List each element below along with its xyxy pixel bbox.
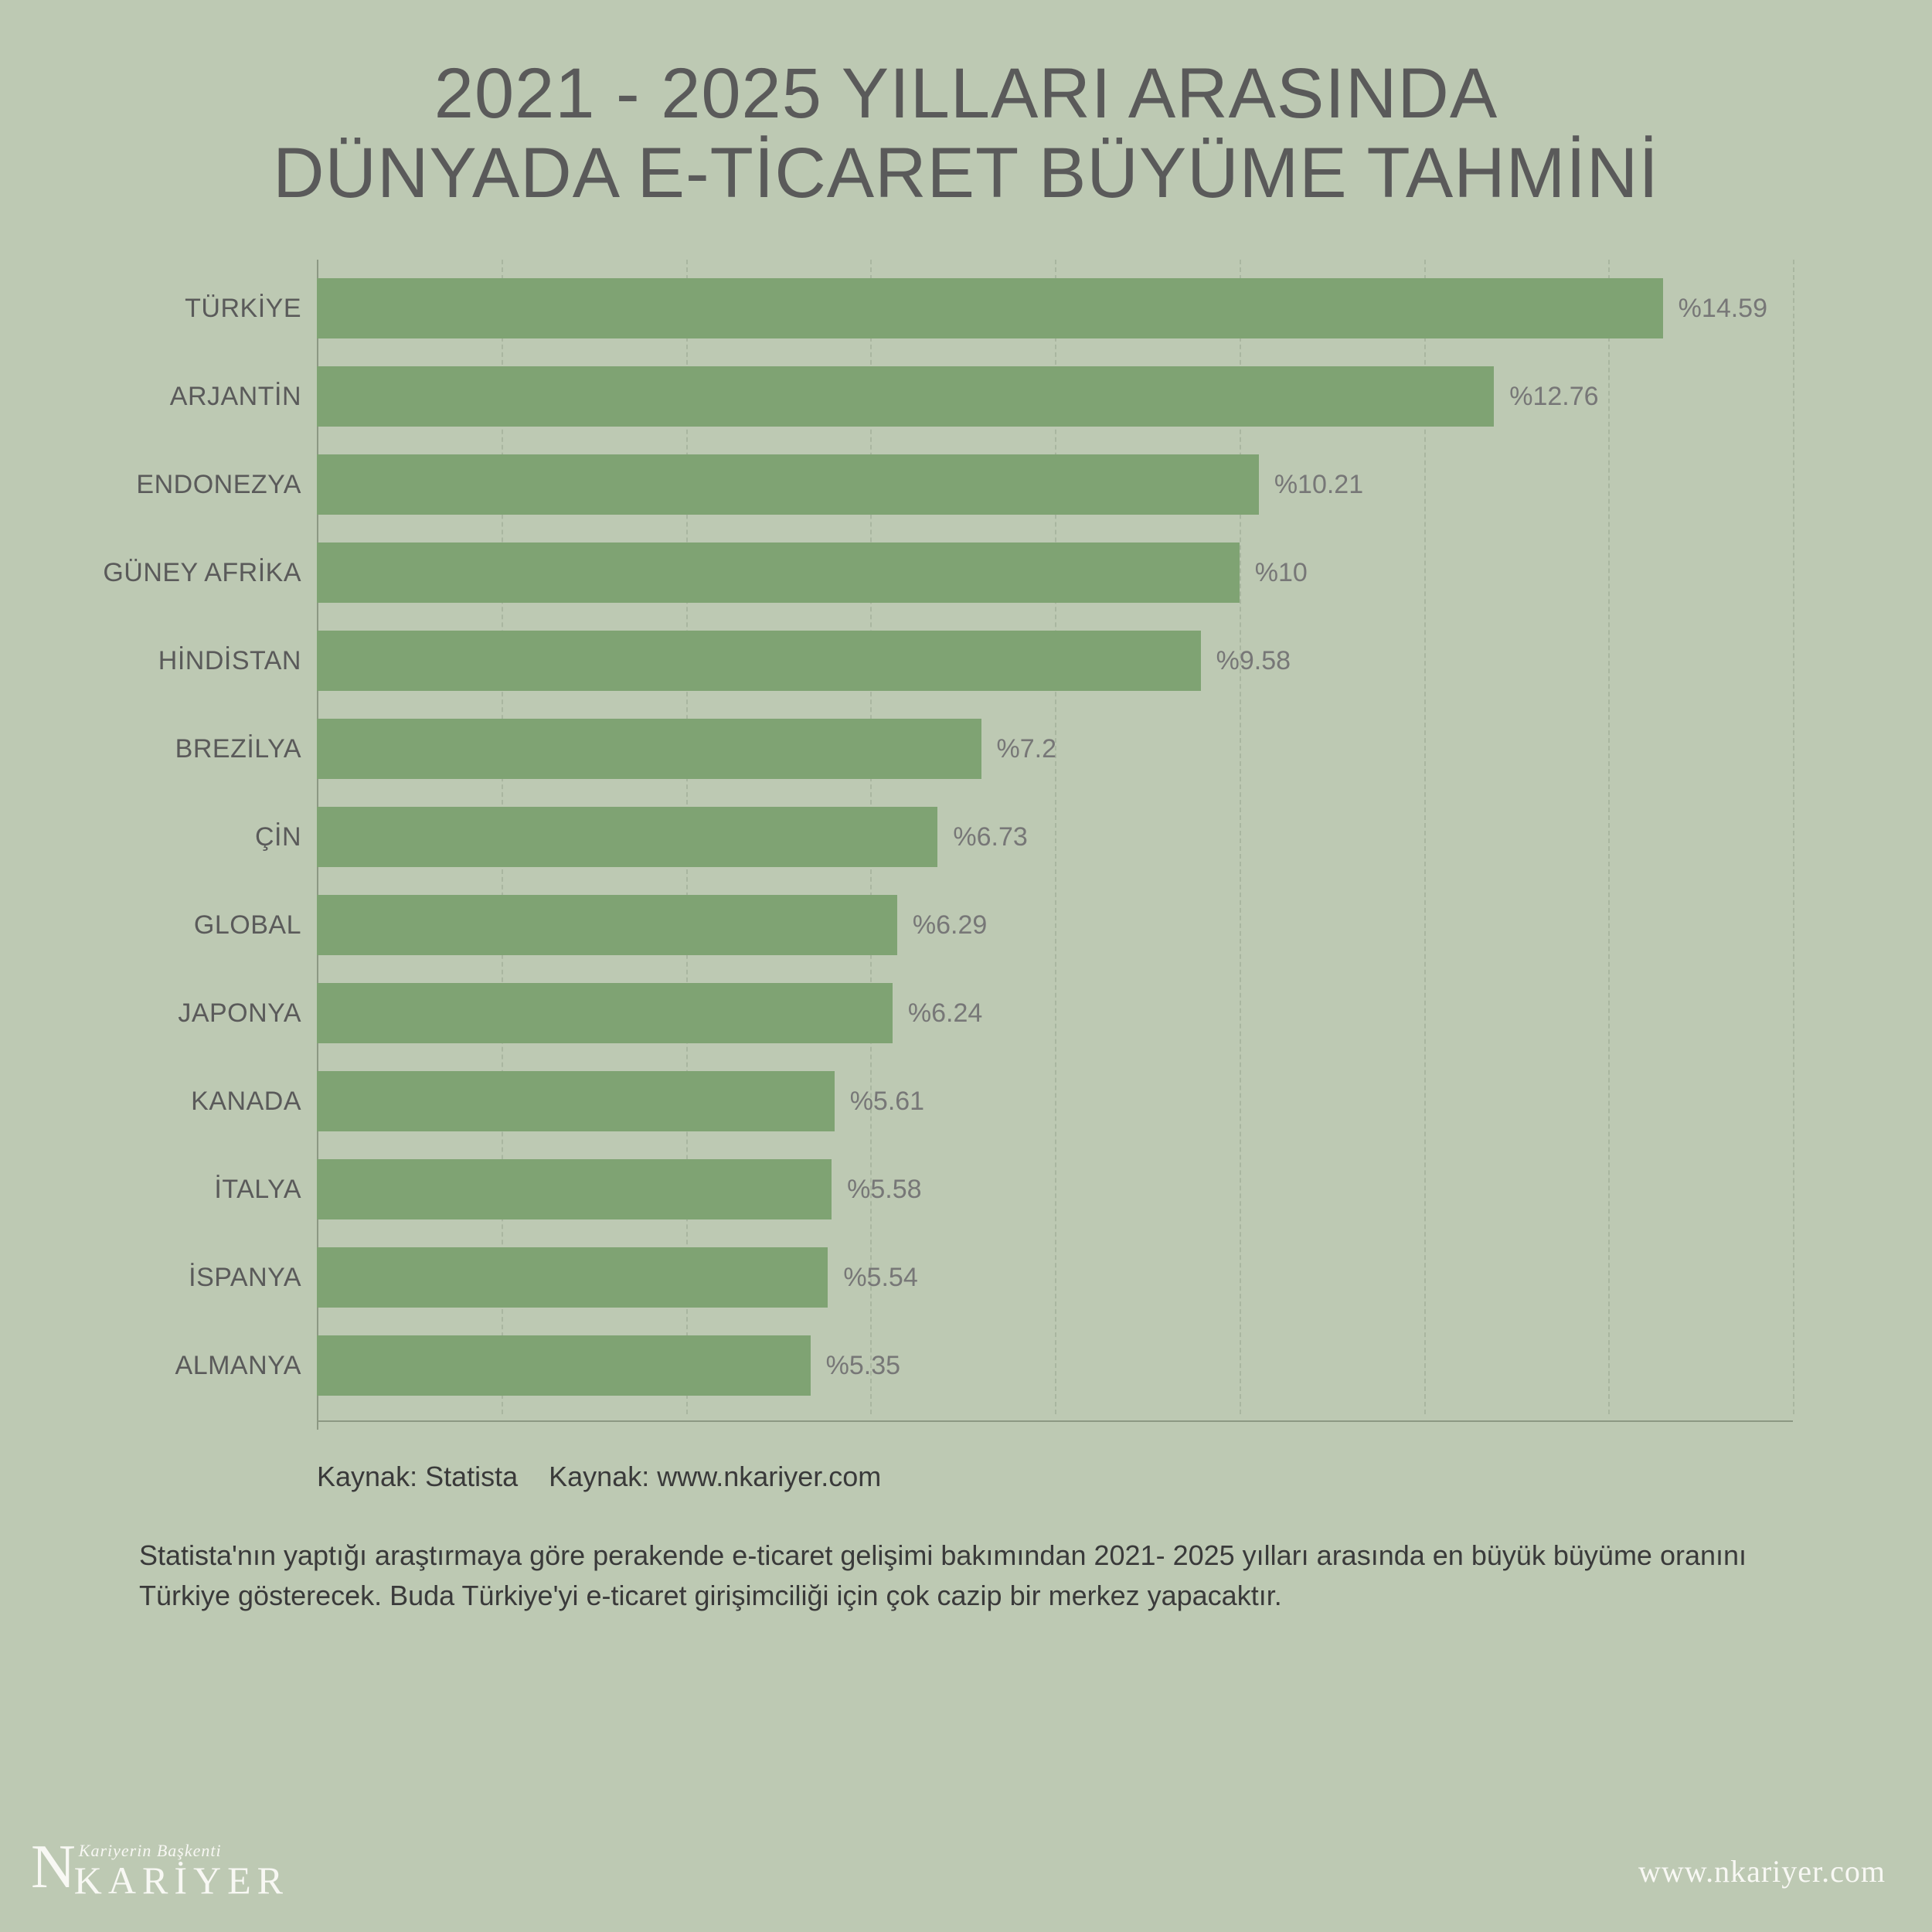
bar bbox=[317, 454, 1259, 515]
bar bbox=[317, 366, 1494, 427]
bar bbox=[317, 278, 1663, 338]
bar-track: %10 bbox=[317, 532, 1793, 614]
bar-rows: TÜRKİYE%14.59ARJANTİN%12.76ENDONEZYA%10.… bbox=[317, 267, 1793, 1406]
category-label: TÜRKİYE bbox=[93, 294, 301, 324]
bar bbox=[317, 719, 981, 779]
bar-row: HİNDİSTAN%9.58 bbox=[317, 620, 1793, 702]
bar-row: TÜRKİYE%14.59 bbox=[317, 267, 1793, 349]
bar-row: ARJANTİN%12.76 bbox=[317, 355, 1793, 437]
gridline bbox=[1793, 260, 1794, 1414]
bar bbox=[317, 1159, 832, 1219]
bar-track: %12.76 bbox=[317, 355, 1793, 437]
bar-row: İSPANYA%5.54 bbox=[317, 1236, 1793, 1318]
category-label: HİNDİSTAN bbox=[93, 646, 301, 676]
bar bbox=[317, 895, 897, 955]
bar bbox=[317, 1247, 828, 1308]
bar-track: %9.58 bbox=[317, 620, 1793, 702]
bar bbox=[317, 983, 893, 1043]
source-item: Kaynak: Statista bbox=[317, 1461, 518, 1492]
bar-value-label: %9.58 bbox=[1216, 646, 1291, 676]
bar-track: %6.29 bbox=[317, 884, 1793, 966]
bar bbox=[317, 1071, 835, 1131]
category-label: ARJANTİN bbox=[93, 382, 301, 412]
website-url: www.nkariyer.com bbox=[1638, 1853, 1886, 1889]
bar-track: %6.24 bbox=[317, 972, 1793, 1054]
chart-container: TÜRKİYE%14.59ARJANTİN%12.76ENDONEZYA%10.… bbox=[93, 267, 1793, 1406]
logo-name: KARİYER bbox=[74, 1858, 289, 1903]
bar bbox=[317, 543, 1240, 603]
bar-track: %5.61 bbox=[317, 1060, 1793, 1142]
bar-value-label: %5.54 bbox=[843, 1263, 917, 1293]
bar bbox=[317, 807, 937, 867]
footnote-text: Statista'nın yaptığı araştırmaya göre pe… bbox=[139, 1536, 1793, 1616]
bar-value-label: %5.61 bbox=[850, 1087, 924, 1117]
brand-logo: N Kariyerin Başkenti KARİYER bbox=[31, 1836, 289, 1903]
category-label: JAPONYA bbox=[93, 998, 301, 1029]
category-label: GÜNEY AFRİKA bbox=[93, 558, 301, 588]
logo-letter: N bbox=[31, 1836, 76, 1898]
bar-track: %6.73 bbox=[317, 796, 1793, 878]
title-line-1: 2021 - 2025 YILLARI ARASINDA bbox=[77, 54, 1855, 134]
bar-row: GLOBAL%6.29 bbox=[317, 884, 1793, 966]
bar-row: JAPONYA%6.24 bbox=[317, 972, 1793, 1054]
bar-track: %10.21 bbox=[317, 444, 1793, 526]
category-label: BREZİLYA bbox=[93, 734, 301, 764]
bar-track: %5.54 bbox=[317, 1236, 1793, 1318]
source-item: Kaynak: www.nkariyer.com bbox=[549, 1461, 881, 1492]
bar-value-label: %10 bbox=[1255, 558, 1308, 588]
bar-track: %14.59 bbox=[317, 267, 1793, 349]
bar-value-label: %5.35 bbox=[826, 1351, 900, 1381]
title-line-2: DÜNYADA E-TİCARET BÜYÜME TAHMİNİ bbox=[77, 134, 1855, 213]
chart-title: 2021 - 2025 YILLARI ARASINDA DÜNYADA E-T… bbox=[0, 0, 1932, 236]
category-label: GLOBAL bbox=[93, 910, 301, 940]
category-label: KANADA bbox=[93, 1087, 301, 1117]
bar-row: ÇİN%6.73 bbox=[317, 796, 1793, 878]
bar-value-label: %6.24 bbox=[908, 998, 982, 1029]
bar-row: GÜNEY AFRİKA%10 bbox=[317, 532, 1793, 614]
bar-value-label: %6.73 bbox=[953, 822, 1027, 852]
bar-row: KANADA%5.61 bbox=[317, 1060, 1793, 1142]
bar bbox=[317, 1335, 811, 1396]
bar-track: %5.35 bbox=[317, 1325, 1793, 1406]
bar-value-label: %5.58 bbox=[847, 1175, 921, 1205]
bar bbox=[317, 631, 1201, 691]
bar-row: ALMANYA%5.35 bbox=[317, 1325, 1793, 1406]
bar-value-label: %6.29 bbox=[913, 910, 987, 940]
bar-value-label: %12.76 bbox=[1509, 382, 1598, 412]
chart-plot-area: TÜRKİYE%14.59ARJANTİN%12.76ENDONEZYA%10.… bbox=[317, 267, 1793, 1406]
category-label: İSPANYA bbox=[93, 1263, 301, 1293]
bar-value-label: %14.59 bbox=[1679, 294, 1767, 324]
bar-value-label: %10.21 bbox=[1274, 470, 1363, 500]
bar-row: ENDONEZYA%10.21 bbox=[317, 444, 1793, 526]
bar-value-label: %7.2 bbox=[997, 734, 1057, 764]
bar-row: İTALYA%5.58 bbox=[317, 1148, 1793, 1230]
sources: Kaynak: Statista Kaynak: www.nkariyer.com bbox=[317, 1461, 1932, 1493]
category-label: ENDONEZYA bbox=[93, 470, 301, 500]
bar-row: BREZİLYA%7.2 bbox=[317, 708, 1793, 790]
bar-track: %7.2 bbox=[317, 708, 1793, 790]
category-label: ÇİN bbox=[93, 822, 301, 852]
x-axis-line bbox=[317, 1420, 1793, 1422]
category-label: İTALYA bbox=[93, 1175, 301, 1205]
bar-track: %5.58 bbox=[317, 1148, 1793, 1230]
category-label: ALMANYA bbox=[93, 1351, 301, 1381]
